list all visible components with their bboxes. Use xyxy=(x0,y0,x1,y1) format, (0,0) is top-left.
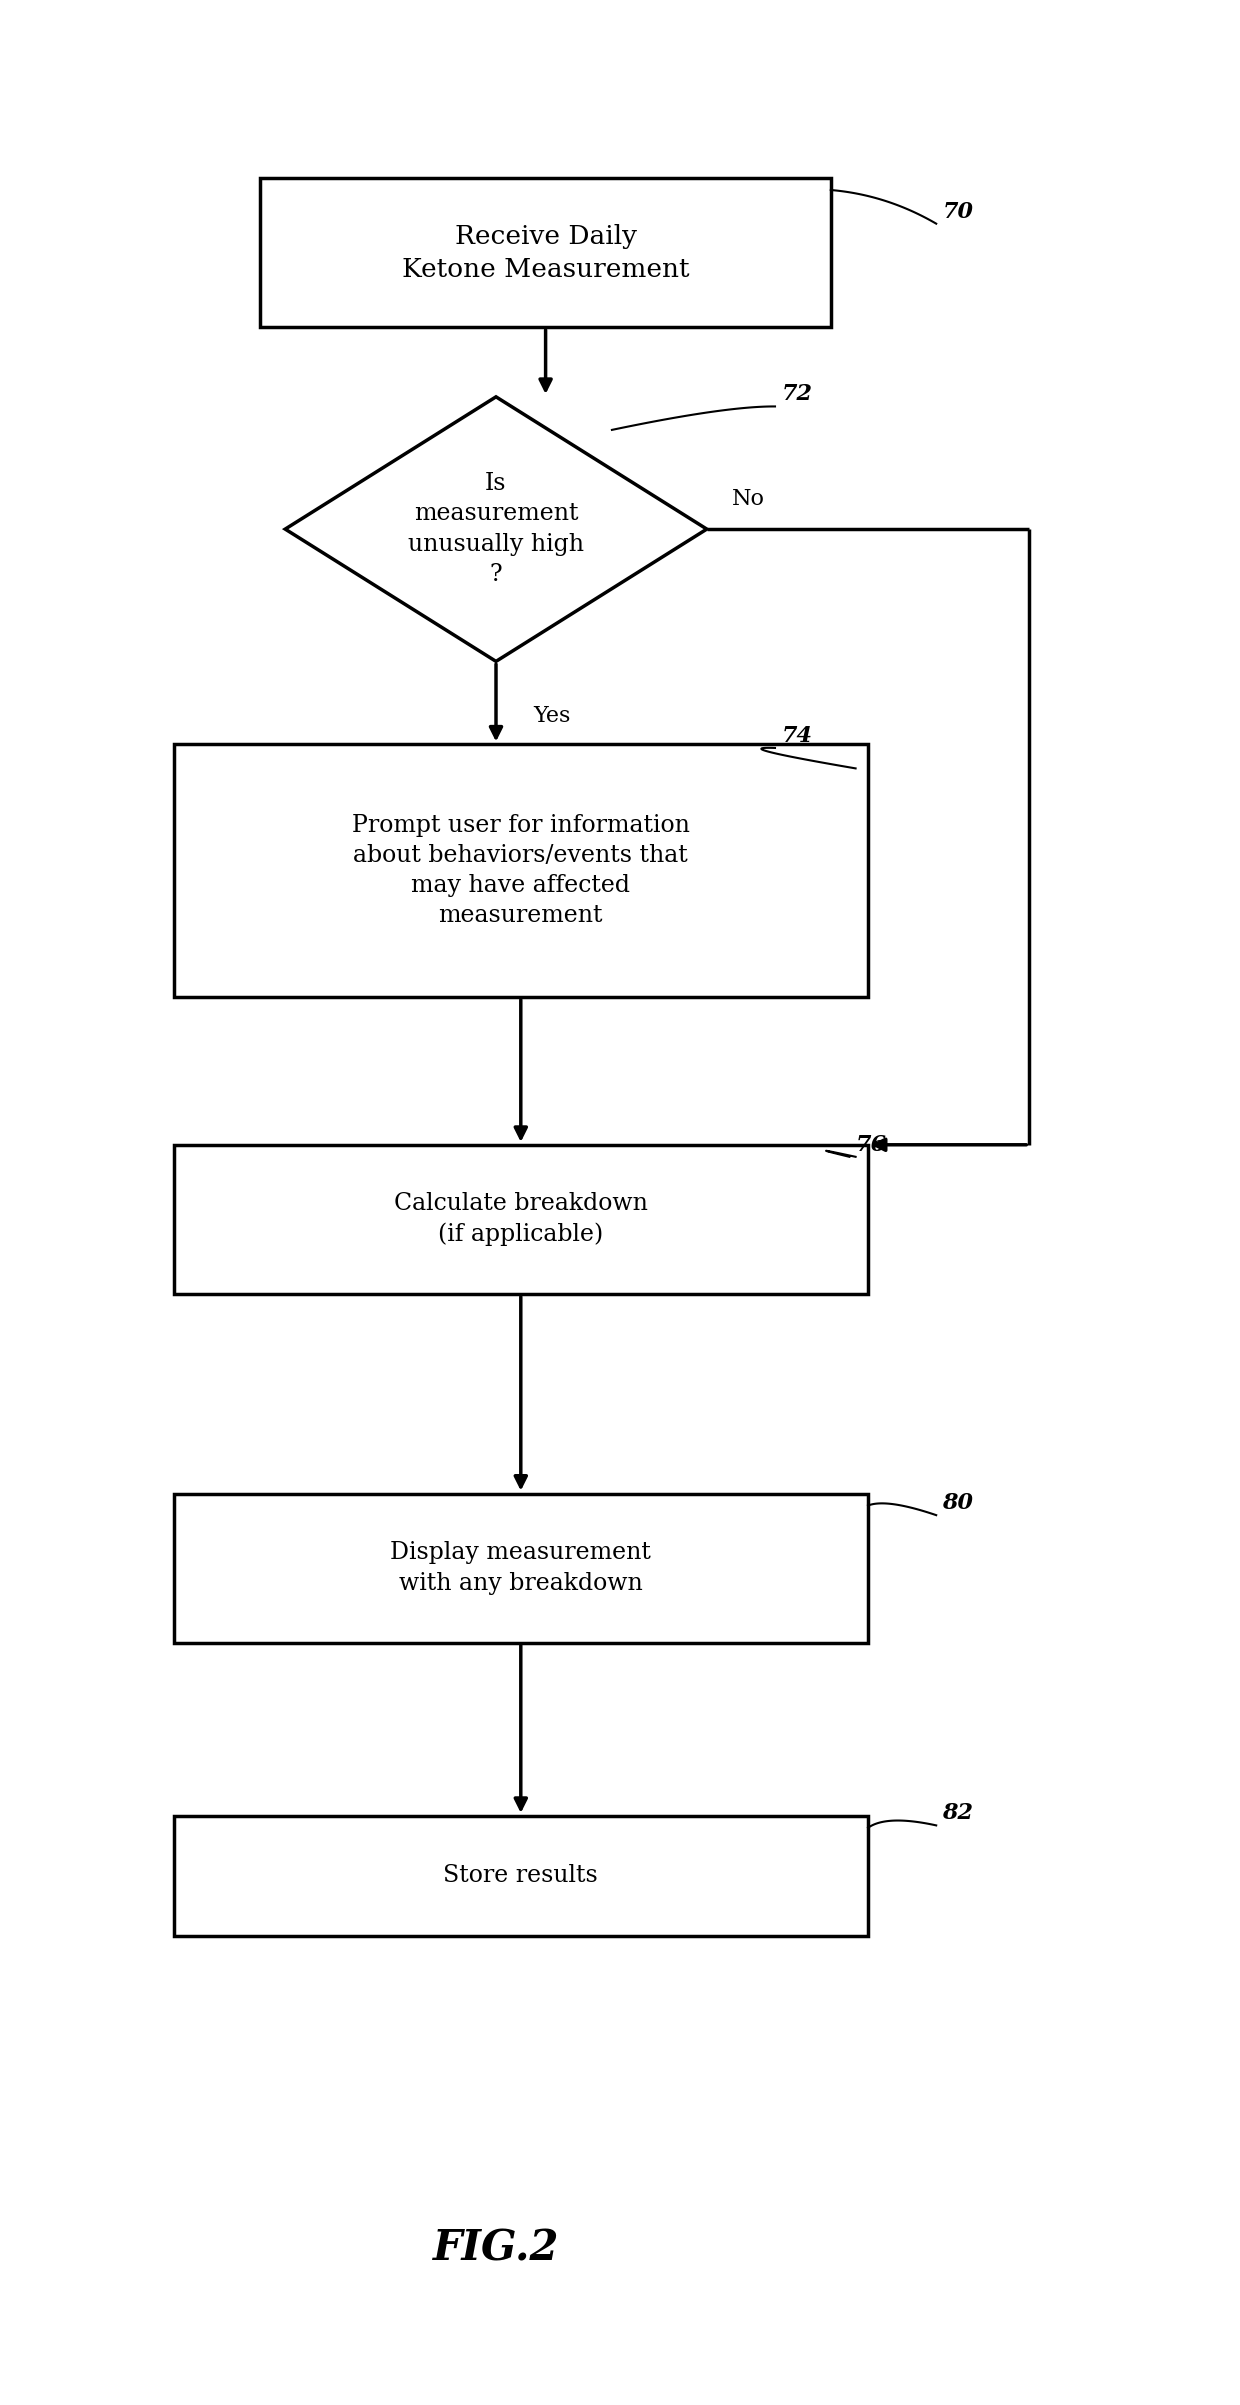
Text: Prompt user for information
about behaviors/events that
may have affected
measur: Prompt user for information about behavi… xyxy=(352,813,689,928)
Text: No: No xyxy=(732,488,765,510)
Text: Calculate breakdown
(if applicable): Calculate breakdown (if applicable) xyxy=(394,1193,647,1246)
Text: Is
measurement
unusually high
?: Is measurement unusually high ? xyxy=(408,471,584,587)
FancyBboxPatch shape xyxy=(260,178,831,327)
FancyBboxPatch shape xyxy=(174,1494,868,1643)
Text: FIG.2: FIG.2 xyxy=(433,2227,559,2270)
FancyBboxPatch shape xyxy=(174,1145,868,1294)
Text: 72: 72 xyxy=(781,382,812,406)
Text: Display measurement
with any breakdown: Display measurement with any breakdown xyxy=(391,1542,651,1595)
Text: 82: 82 xyxy=(942,1801,973,1825)
Text: Yes: Yes xyxy=(533,705,570,726)
Text: Store results: Store results xyxy=(444,1864,598,1888)
Text: 76: 76 xyxy=(856,1133,887,1157)
FancyBboxPatch shape xyxy=(174,1816,868,1936)
Text: 80: 80 xyxy=(942,1491,973,1515)
Polygon shape xyxy=(285,397,707,661)
Text: Receive Daily
Ketone Measurement: Receive Daily Ketone Measurement xyxy=(402,224,689,281)
Text: 70: 70 xyxy=(942,200,973,224)
Text: 74: 74 xyxy=(781,724,812,748)
FancyBboxPatch shape xyxy=(174,746,868,996)
